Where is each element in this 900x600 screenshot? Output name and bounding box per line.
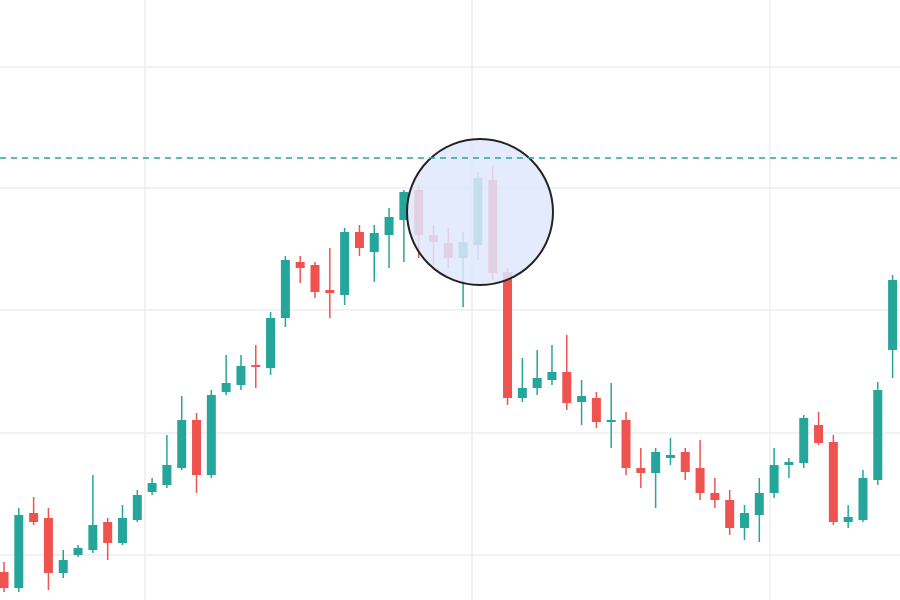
- candle-body: [517, 388, 527, 398]
- candle-body: [280, 260, 290, 318]
- candle-body: [251, 365, 261, 367]
- candle-body: [369, 233, 379, 252]
- candle-body: [843, 517, 853, 522]
- candle-body: [192, 420, 202, 475]
- candle-body: [236, 366, 246, 385]
- candle-body: [680, 452, 690, 472]
- candle-body: [621, 420, 631, 468]
- candle-body: [0, 572, 9, 588]
- candle-body: [295, 262, 305, 268]
- candle-body: [888, 280, 898, 350]
- candle-body: [58, 560, 68, 573]
- candle-body: [503, 272, 513, 398]
- candle-body: [14, 515, 24, 588]
- candle-body: [754, 493, 764, 515]
- candle-body: [325, 290, 335, 293]
- candle-body: [814, 425, 824, 443]
- candle-body: [858, 478, 868, 520]
- candle-body: [695, 468, 705, 493]
- candle-body: [784, 462, 794, 465]
- candle-body: [162, 465, 172, 485]
- candle-body: [651, 452, 661, 473]
- candle-body: [206, 395, 216, 475]
- candle-body: [799, 418, 809, 463]
- candle-body: [147, 483, 157, 492]
- candle-body: [29, 513, 39, 522]
- candle-body: [73, 548, 83, 555]
- candle-body: [562, 372, 572, 403]
- candle-body: [103, 522, 113, 543]
- candle-body: [577, 396, 587, 402]
- candle-body: [873, 390, 883, 480]
- candle-body: [665, 455, 675, 458]
- candle-body: [591, 398, 601, 422]
- candle-body: [828, 442, 838, 522]
- candle-body: [340, 232, 350, 295]
- candle-body: [310, 265, 320, 292]
- candle-body: [547, 372, 557, 380]
- candle-body: [43, 518, 53, 573]
- candle-body: [636, 468, 646, 473]
- candle-body: [606, 420, 616, 422]
- candle-body: [710, 493, 720, 500]
- candle-body: [769, 465, 779, 493]
- candle-body: [399, 192, 409, 220]
- candle-body: [354, 232, 364, 248]
- candle-body: [221, 383, 231, 392]
- candle-body: [117, 518, 127, 543]
- candle-body: [532, 378, 542, 388]
- candle-body: [88, 525, 98, 550]
- candle-body: [384, 217, 394, 235]
- highlight-circle: [406, 138, 554, 286]
- candle-body: [725, 500, 735, 528]
- candle-body: [266, 318, 276, 368]
- candle-body: [177, 420, 187, 468]
- candle-body: [132, 495, 142, 520]
- candle-body: [739, 513, 749, 528]
